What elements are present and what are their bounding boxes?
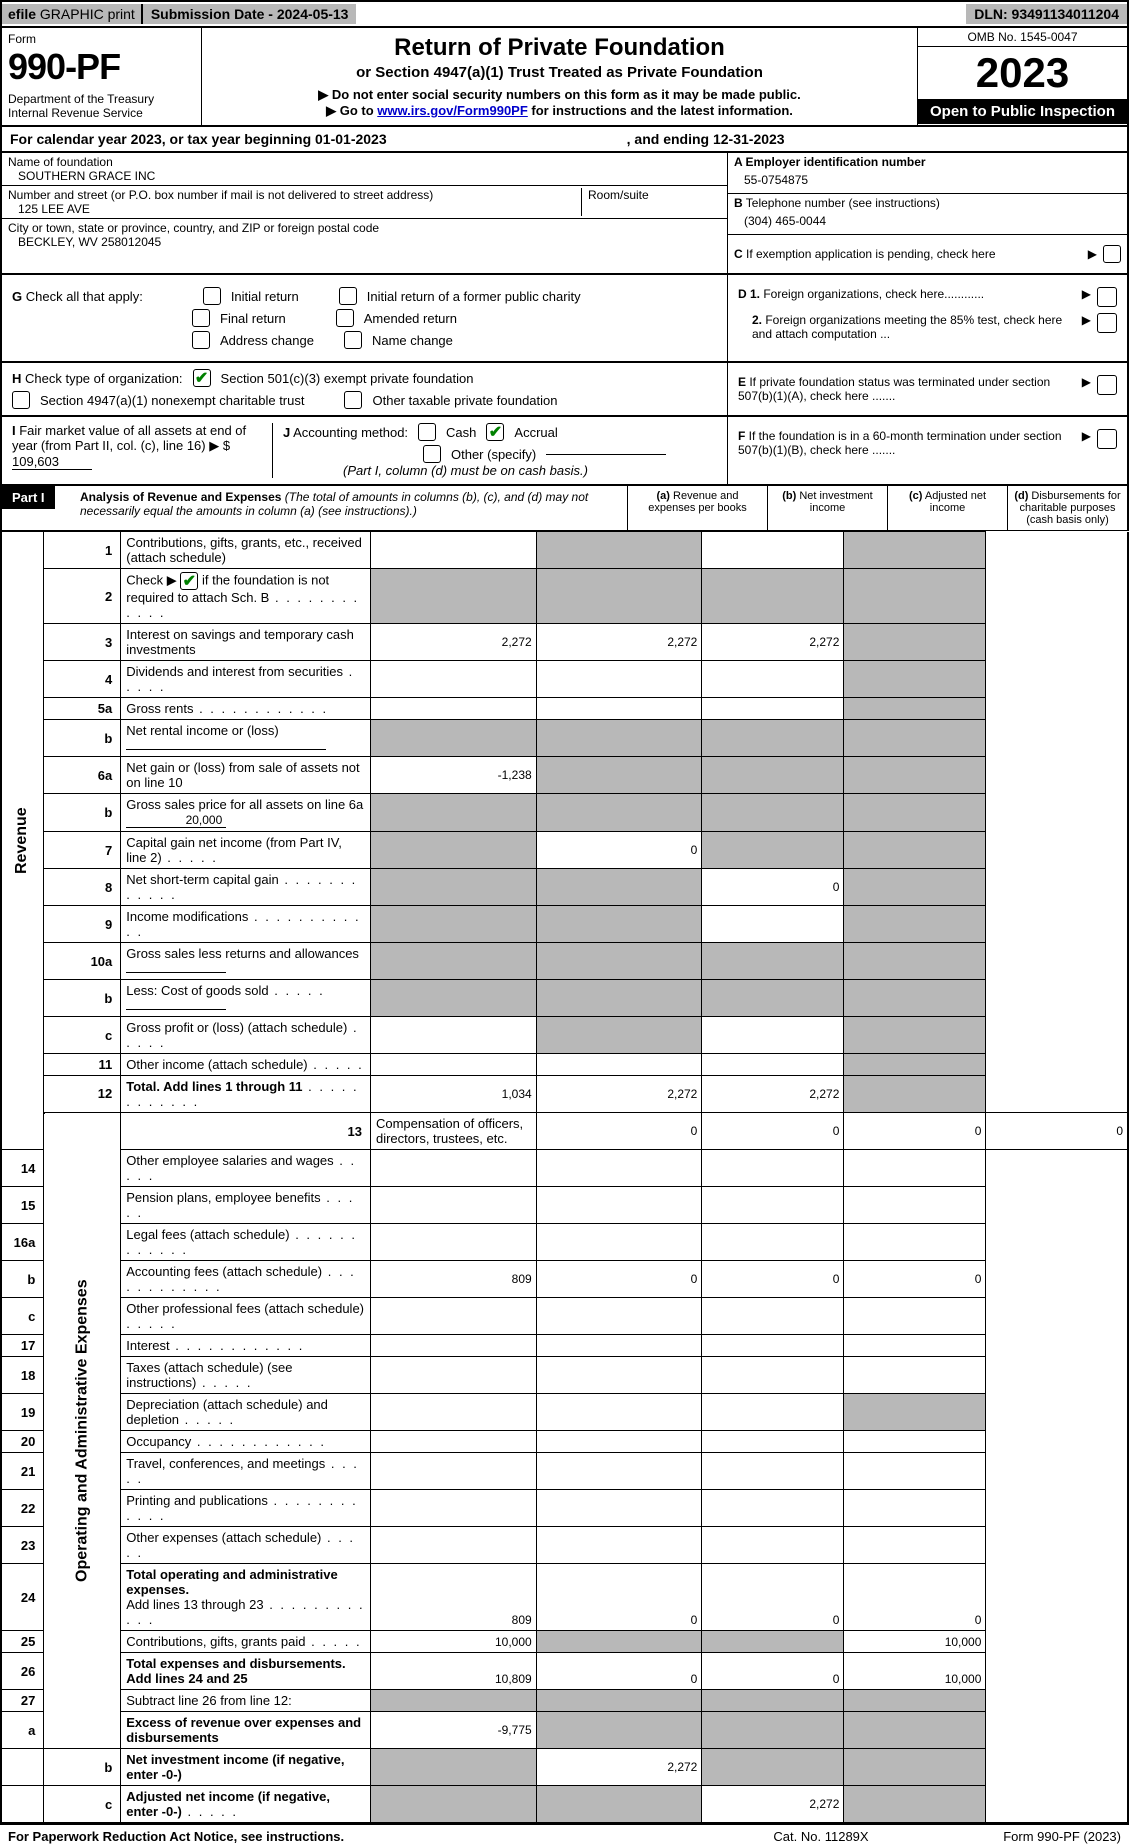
initial-return-former-checkbox[interactable]	[339, 287, 357, 305]
ein-label: A Employer identification number	[734, 155, 926, 169]
4947-checkbox[interactable]	[12, 391, 30, 409]
city-label: City or town, state or province, country…	[8, 221, 721, 235]
phone-value: (304) 465-0044	[734, 210, 1121, 232]
city-value: BECKLEY, WV 258012045	[8, 235, 721, 249]
name-change-checkbox[interactable]	[344, 331, 362, 349]
entity-block: Name of foundation SOUTHERN GRACE INC Nu…	[0, 153, 1129, 275]
address-change-checkbox[interactable]	[192, 331, 210, 349]
initial-return-checkbox[interactable]	[203, 287, 221, 305]
col-d-header: (d) Disbursements for charitable purpose…	[1007, 486, 1127, 530]
501c3-checkbox[interactable]: ✔	[193, 369, 211, 387]
page-footer: For Paperwork Reduction Act Notice, see …	[0, 1824, 1129, 1848]
foreign-85-checkbox[interactable]	[1097, 313, 1117, 333]
room-label: Room/suite	[581, 188, 721, 216]
form-number: 990-PF	[8, 46, 195, 88]
check-icon: ✔	[489, 422, 502, 442]
ein-value: 55-0754875	[734, 169, 1121, 191]
other-taxable-checkbox[interactable]	[344, 391, 362, 409]
cash-basis-note: (Part I, column (d) must be on cash basi…	[343, 463, 717, 478]
form-header: Form 990-PF Department of the Treasury I…	[0, 28, 1129, 127]
amended-return-checkbox[interactable]	[336, 309, 354, 327]
dept-label: Department of the Treasury Internal Reve…	[8, 92, 195, 120]
dln: DLN: 93491134011204	[966, 4, 1127, 24]
60month-checkbox[interactable]	[1097, 429, 1117, 449]
address-value: 125 LEE AVE	[8, 202, 581, 216]
efile-label: efile GRAPHIC print	[2, 4, 141, 24]
foreign-org-checkbox[interactable]	[1097, 287, 1117, 307]
calendar-year-row: For calendar year 2023, or tax year begi…	[0, 127, 1129, 153]
i-j-f-block: I Fair market value of all assets at end…	[0, 417, 1129, 486]
address-label: Number and street (or P.O. box number if…	[8, 188, 581, 202]
form-title: Return of Private Foundation	[212, 34, 907, 62]
top-bar: efile GRAPHIC print Submission Date - 20…	[0, 0, 1129, 28]
h-e-block: H Check type of organization: ✔ Section …	[0, 363, 1129, 417]
col-a-header: (a) Revenue and expenses per books	[627, 486, 767, 530]
open-public-badge: Open to Public Inspection	[918, 99, 1127, 124]
part1-label: Part I	[2, 486, 55, 509]
schb-checkbox[interactable]: ✔	[180, 572, 198, 590]
part1-title: Analysis of Revenue and Expenses (The to…	[72, 486, 627, 530]
tax-year: 2023	[918, 47, 1127, 99]
check-icon: ✔	[195, 368, 208, 388]
form-label: Form	[8, 32, 195, 46]
irs-link[interactable]: www.irs.gov/Form990PF	[377, 103, 528, 118]
col-c-header: (c) Adjusted net income	[887, 486, 1007, 530]
final-return-checkbox[interactable]	[192, 309, 210, 327]
exemption-pending-checkbox[interactable]	[1103, 245, 1121, 263]
expenses-side-label: Operating and Administrative Expenses	[44, 1113, 121, 1749]
g-d-block: G Check all that apply: Initial return I…	[0, 275, 1129, 363]
ssn-warning: ▶ Do not enter social security numbers o…	[212, 87, 907, 103]
foundation-name: SOUTHERN GRACE INC	[8, 169, 721, 183]
fmv-value: 109,603	[12, 454, 92, 470]
submission-date: Submission Date - 2024-05-13	[141, 4, 357, 24]
goto-line: ▶ Go to www.irs.gov/Form990PF for instru…	[212, 103, 907, 119]
col-b-header: (b) Net investment income	[767, 486, 887, 530]
other-method-checkbox[interactable]	[423, 445, 441, 463]
cash-checkbox[interactable]	[418, 423, 436, 441]
form-subtitle: or Section 4947(a)(1) Trust Treated as P…	[212, 64, 907, 81]
accrual-checkbox[interactable]: ✔	[486, 423, 504, 441]
foundation-name-label: Name of foundation	[8, 155, 721, 169]
omb-number: OMB No. 1545-0047	[918, 28, 1127, 47]
part1-table: Revenue 1Contributions, gifts, grants, e…	[0, 531, 1129, 1824]
terminated-checkbox[interactable]	[1097, 375, 1117, 395]
revenue-side-label: Revenue	[1, 532, 44, 1150]
